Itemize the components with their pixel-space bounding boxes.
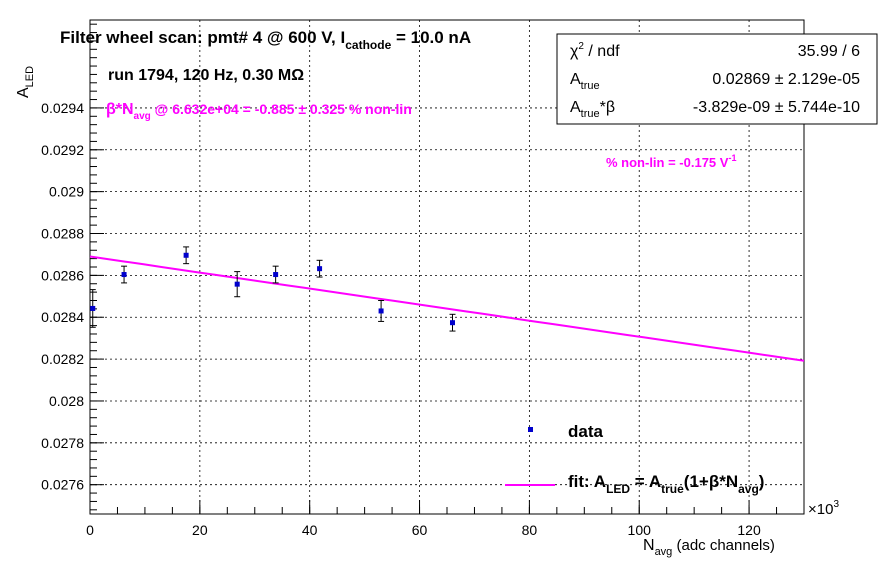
y-tick-label: 0.0294 bbox=[41, 100, 84, 116]
x-tick-label: 20 bbox=[192, 522, 208, 538]
y-tick-label: 0.0284 bbox=[41, 309, 84, 325]
y-tick-label: 0.0286 bbox=[41, 267, 84, 283]
data-point bbox=[183, 246, 190, 265]
x-axis-label: Navg (adc channels) bbox=[643, 537, 775, 558]
fit-line bbox=[89, 255, 805, 362]
y-tick-label: 0.0292 bbox=[41, 142, 84, 158]
data-point bbox=[89, 289, 96, 328]
stat-label-chi2: χ2 / ndf bbox=[570, 41, 620, 60]
x-multiplier: ×103 bbox=[808, 499, 839, 518]
stats-box: χ2 / ndf 35.99 / 6 Atrue 0.02869 ± 2.129… bbox=[556, 33, 878, 125]
y-axis: 0.0276 0.0278 0.028 0.0282 0.0284 0.0286 0.028… bbox=[41, 23, 104, 511]
y-axis-label: ALED bbox=[15, 66, 36, 98]
legend-label-data: data bbox=[568, 422, 604, 441]
slope-annotation: % non-lin = -0.175 V-1 bbox=[606, 153, 736, 170]
y-tick-label: 0.0288 bbox=[41, 226, 84, 242]
stat-value-chi2: 35.99 / 6 bbox=[798, 43, 860, 60]
y-tick-label: 0.0278 bbox=[41, 435, 84, 451]
x-tick-label: 100 bbox=[628, 522, 652, 538]
run-info: run 1794, 120 Hz, 0.30 MΩ bbox=[108, 67, 304, 84]
x-tick-label: 60 bbox=[412, 522, 428, 538]
y-tick-label: 0.0282 bbox=[41, 351, 84, 367]
data-point bbox=[121, 265, 128, 284]
stat-value-atrue: 0.02869 ± 2.129e-05 bbox=[712, 71, 860, 88]
legend-label-fit: fit: ALED = Atrue(1+β*Navg) bbox=[568, 472, 764, 496]
y-tick-label: 0.029 bbox=[49, 184, 84, 200]
legend-marker-data bbox=[528, 427, 533, 432]
data-point bbox=[272, 265, 279, 284]
y-tick-label: 0.0276 bbox=[41, 477, 84, 493]
x-tick-label: 120 bbox=[737, 522, 761, 538]
chart-title: Filter wheel scan: pmt# 4 @ 600 V, Icath… bbox=[60, 28, 471, 52]
stat-label-atrue: Atrue bbox=[570, 71, 600, 92]
nonlin-annotation: β*Navg @ 6.632e+04 = -0.885 ± 0.325 % no… bbox=[106, 101, 412, 122]
stat-label-atrue-beta: Atrue*β bbox=[570, 99, 615, 120]
data-point bbox=[234, 271, 241, 298]
data-point bbox=[316, 259, 323, 278]
data-points bbox=[89, 246, 456, 332]
y-tick-label: 0.028 bbox=[49, 393, 84, 409]
x-tick-label: 0 bbox=[86, 522, 94, 538]
stat-value-atrue-beta: -3.829e-09 ± 5.744e-10 bbox=[693, 99, 860, 116]
x-axis: 0 20 40 60 80 100 120 bbox=[86, 500, 805, 538]
grid-lines bbox=[90, 20, 804, 514]
data-point bbox=[449, 313, 456, 332]
x-tick-label: 40 bbox=[302, 522, 318, 538]
legend: data fit: ALED = Atrue(1+β*Navg) bbox=[505, 422, 764, 496]
data-point bbox=[378, 299, 385, 322]
x-tick-label: 80 bbox=[522, 522, 538, 538]
